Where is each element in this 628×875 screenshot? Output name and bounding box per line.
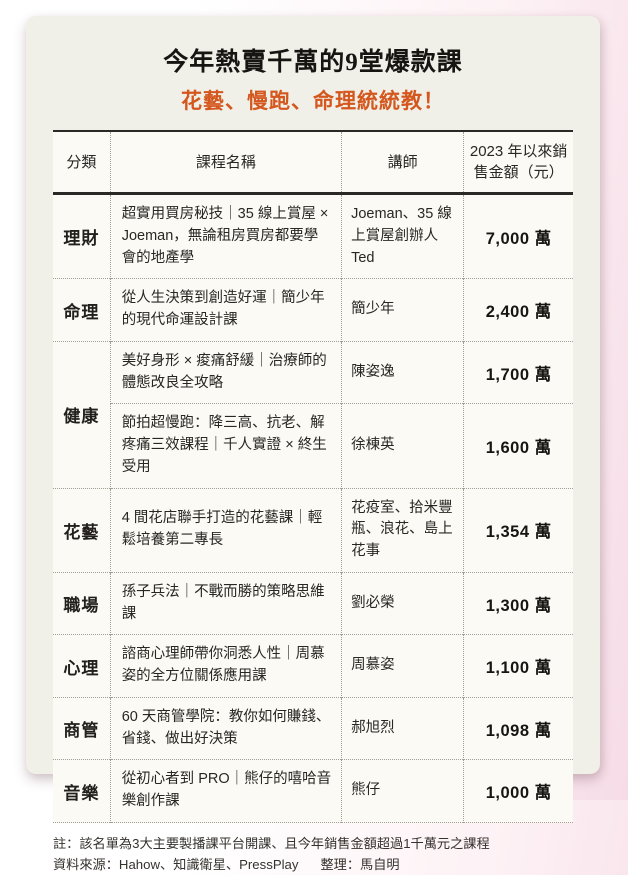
amount-cell: 1,300 萬	[463, 572, 573, 635]
table-row: 音樂 從初心者到 PRO｜熊仔的嘻哈音樂創作課 熊仔 1,000 萬	[53, 759, 573, 823]
instructor-cell: 郝旭烈	[341, 697, 464, 760]
page-subtitle: 花藝、慢跑、命理統統教！	[181, 89, 445, 113]
column-header-category: 分類	[66, 153, 97, 171]
table-row: 理財 超實用買房秘技｜35 線上賞屋 × Joeman，無論租房買房都要學會的地…	[53, 193, 573, 279]
instructor-cell: 徐棟英	[341, 403, 464, 488]
column-header-instructor: 講師	[341, 131, 464, 194]
amount-cell: 7,000 萬	[463, 193, 573, 279]
table-row: 花藝 4 間花店聯手打造的花藝課｜輕鬆培養第二專長 花疫室、拾米豐瓶、浪花、島上…	[53, 488, 573, 573]
infographic-card: 今年熱賣千萬的9堂爆款課 花藝、慢跑、命理統統教！ 分類 課程名稱 講師 202…	[26, 16, 600, 872]
course-sales-table: 分類 課程名稱 講師 2023 年以來銷售金額（元） 理財 超實用買房秘技｜35…	[53, 130, 573, 823]
instructor-cell: Joeman、35 線上賞屋創辦人 Ted	[341, 193, 464, 279]
editor-credit: 整理：馬自明	[320, 856, 400, 872]
column-header-course: 課程名稱	[109, 131, 342, 194]
category-cell: 理財	[63, 229, 100, 249]
data-source: 資料來源：Hahow、知識衛星、PressPlay	[53, 856, 299, 872]
amount-cell: 1,098 萬	[463, 697, 573, 760]
table-row: 健康 美好身形 × 痠痛舒緩｜治療師的體態改良全攻略 陳姿逸 1,700 萬	[53, 341, 573, 426]
amount-cell: 2,400 萬	[463, 278, 573, 342]
category-cell: 健康	[63, 407, 100, 427]
instructor-cell: 周慕姿	[341, 634, 464, 698]
instructor-cell: 簡少年	[341, 278, 464, 342]
instructor-cell: 陳姿逸	[341, 341, 464, 404]
page-title: 今年熱賣千萬的9堂爆款課	[163, 49, 463, 76]
course-cell: 從初心者到 PRO｜熊仔的嘻哈音樂創作課	[109, 759, 342, 823]
instructor-cell: 熊仔	[341, 759, 464, 823]
header-row: 分類 課程名稱 講師 2023 年以來銷售金額（元）	[53, 131, 573, 194]
category-cell: 命理	[63, 302, 100, 322]
course-cell: 美好身形 × 痠痛舒緩｜治療師的體態改良全攻略	[109, 341, 342, 404]
footer-notes: 註：該名單為3大主要製播課平台開課、且今年銷售金額超過1千萬元之課程 資料來源：…	[53, 833, 573, 875]
course-cell: 從人生決策到創造好運｜簡少年的現代命運設計課	[109, 278, 342, 342]
amount-cell: 1,354 萬	[463, 488, 573, 573]
category-cell: 心理	[63, 658, 100, 678]
course-cell: 4 間花店聯手打造的花藝課｜輕鬆培養第二專長	[109, 488, 342, 573]
course-cell: 60 天商管學院：教你如何賺錢、省錢、做出好決策	[109, 697, 342, 760]
table-row: 心理 諮商心理師帶你洞悉人性｜周慕姿的全方位關係應用課 周慕姿 1,100 萬	[53, 634, 573, 698]
table-row: 命理 從人生決策到創造好運｜簡少年的現代命運設計課 簡少年 2,400 萬	[53, 278, 573, 342]
amount-cell: 1,600 萬	[463, 403, 573, 488]
table-row: 節拍超慢跑：降三高、抗老、解疼痛三效課程｜千人實證 × 終生受用 徐棟英 1,6…	[53, 403, 573, 488]
note-line: 註：該名單為3大主要製播課平台開課、且今年銷售金額超過1千萬元之課程	[53, 835, 490, 851]
table-row: 職場 孫子兵法｜不戰而勝的策略思維課 劉必榮 1,300 萬	[53, 572, 573, 635]
table-row: 商管 60 天商管學院：教你如何賺錢、省錢、做出好決策 郝旭烈 1,098 萬	[53, 697, 573, 760]
course-cell: 節拍超慢跑：降三高、抗老、解疼痛三效課程｜千人實證 × 終生受用	[109, 403, 342, 488]
amount-cell: 1,700 萬	[463, 341, 573, 404]
category-cell: 職場	[63, 596, 100, 615]
amount-cell: 1,100 萬	[463, 634, 573, 698]
category-cell: 音樂	[63, 783, 100, 803]
column-header-amount: 2023 年以來銷售金額（元）	[463, 131, 573, 194]
source-line: 資料來源：Hahow、知識衛星、PressPlay 整理：馬自明	[53, 854, 573, 875]
instructor-cell: 花疫室、拾米豐瓶、浪花、島上花事	[341, 488, 464, 573]
course-cell: 超實用買房秘技｜35 線上賞屋 × Joeman，無論租房買房都要學會的地產學	[109, 193, 342, 279]
course-cell: 諮商心理師帶你洞悉人性｜周慕姿的全方位關係應用課	[109, 634, 342, 698]
instructor-cell: 劉必榮	[341, 572, 464, 635]
amount-cell: 1,000 萬	[463, 759, 573, 823]
category-cell: 商管	[63, 721, 100, 740]
course-cell: 孫子兵法｜不戰而勝的策略思維課	[109, 572, 342, 635]
category-cell: 花藝	[63, 522, 100, 542]
